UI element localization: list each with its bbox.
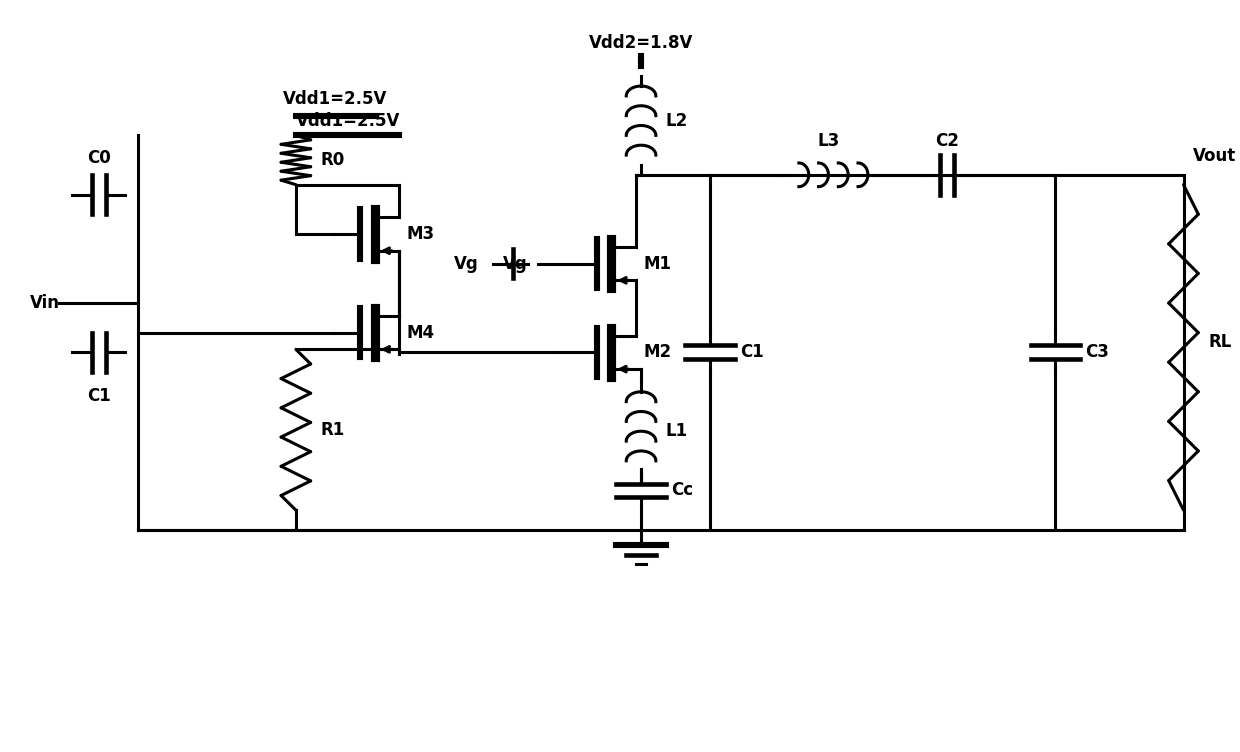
Text: R0: R0 xyxy=(320,151,345,169)
Text: Cc: Cc xyxy=(671,481,693,499)
Text: C0: C0 xyxy=(87,149,110,167)
Text: M1: M1 xyxy=(644,255,671,272)
Text: Vg: Vg xyxy=(454,255,479,272)
Text: C2: C2 xyxy=(935,132,959,150)
Text: Vdd1=2.5V: Vdd1=2.5V xyxy=(295,112,399,130)
Text: RL: RL xyxy=(1208,333,1231,351)
Text: M3: M3 xyxy=(407,225,434,243)
Text: L3: L3 xyxy=(817,132,839,150)
Text: L2: L2 xyxy=(666,111,688,129)
Text: C1: C1 xyxy=(87,387,110,405)
Text: Vdd2=1.8V: Vdd2=1.8V xyxy=(589,34,693,52)
Text: C3: C3 xyxy=(1085,344,1109,361)
Text: Vdd1=2.5V: Vdd1=2.5V xyxy=(283,89,388,108)
Text: M4: M4 xyxy=(407,323,434,341)
Text: C1: C1 xyxy=(740,344,764,361)
Text: Vg: Vg xyxy=(503,255,528,272)
Text: Vin: Vin xyxy=(30,294,60,312)
Text: R1: R1 xyxy=(320,421,345,438)
Text: M2: M2 xyxy=(644,344,671,361)
Text: Vout: Vout xyxy=(1193,147,1236,165)
Text: L1: L1 xyxy=(666,422,688,440)
